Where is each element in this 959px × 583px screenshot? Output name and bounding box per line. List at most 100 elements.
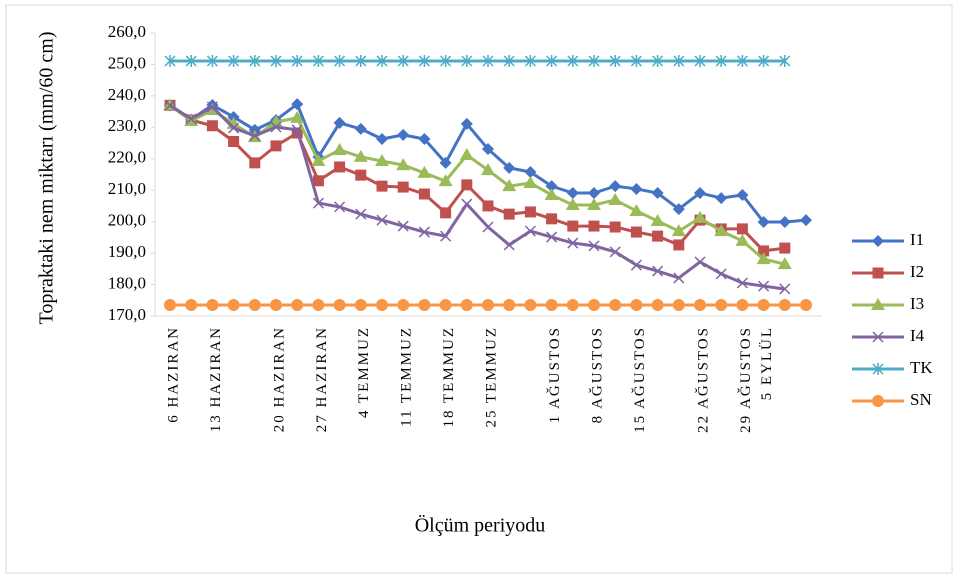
point bbox=[715, 54, 727, 67]
point bbox=[546, 54, 558, 67]
point bbox=[418, 226, 430, 238]
point bbox=[524, 165, 537, 178]
point bbox=[566, 298, 579, 311]
x-tick-label: 22 AĞUSTOS bbox=[694, 326, 711, 433]
point bbox=[482, 200, 494, 212]
point bbox=[291, 98, 304, 111]
point bbox=[609, 298, 622, 311]
point bbox=[482, 298, 494, 311]
point bbox=[757, 215, 770, 228]
point bbox=[461, 198, 473, 210]
x-tick-label: 8 AĞUSTOS bbox=[588, 326, 605, 423]
point bbox=[693, 210, 707, 223]
point bbox=[735, 233, 750, 246]
point bbox=[503, 208, 515, 220]
point bbox=[185, 298, 198, 311]
point bbox=[376, 180, 388, 192]
y-axis-title: Topraktaki nem miktarı (mm/60 cm) bbox=[36, 32, 58, 325]
point bbox=[333, 116, 346, 129]
point bbox=[311, 153, 326, 166]
point bbox=[565, 198, 580, 211]
point bbox=[736, 223, 748, 235]
point bbox=[353, 149, 368, 162]
point bbox=[758, 245, 770, 257]
point bbox=[545, 298, 558, 311]
point bbox=[206, 120, 218, 132]
point bbox=[630, 182, 643, 195]
point bbox=[800, 298, 812, 311]
point bbox=[355, 169, 367, 181]
x-tick-label: 11 TEMMUZ bbox=[399, 326, 415, 427]
legend-label: I4 bbox=[910, 326, 925, 345]
point bbox=[694, 298, 706, 311]
legend-label: SN bbox=[910, 390, 932, 409]
point bbox=[206, 54, 218, 67]
point bbox=[418, 298, 431, 311]
y-tick-label: 170,0 bbox=[108, 305, 146, 324]
point bbox=[630, 259, 642, 271]
point bbox=[650, 214, 665, 227]
point bbox=[630, 298, 643, 311]
y-tick-label: 240,0 bbox=[108, 85, 146, 104]
point bbox=[206, 298, 219, 311]
point bbox=[249, 54, 261, 67]
point bbox=[673, 239, 685, 251]
point bbox=[397, 128, 410, 141]
point bbox=[334, 161, 346, 173]
point bbox=[312, 54, 324, 67]
point bbox=[736, 54, 748, 67]
x-tick-label: 4 TEMMUZ bbox=[356, 326, 372, 418]
point bbox=[546, 231, 558, 243]
point bbox=[417, 165, 432, 178]
legend-marker bbox=[872, 395, 884, 407]
point bbox=[481, 163, 495, 176]
point bbox=[227, 298, 240, 311]
point bbox=[290, 110, 305, 123]
point bbox=[312, 298, 325, 311]
point bbox=[671, 224, 686, 237]
legend-marker bbox=[871, 298, 885, 310]
point bbox=[461, 179, 473, 191]
point bbox=[376, 132, 388, 145]
legend-label: I3 bbox=[910, 294, 924, 313]
point bbox=[524, 298, 537, 311]
y-tick-label: 260,0 bbox=[108, 22, 146, 41]
point bbox=[778, 215, 791, 228]
point bbox=[567, 54, 579, 67]
point bbox=[630, 54, 642, 67]
point bbox=[249, 130, 261, 142]
y-tick-label: 200,0 bbox=[108, 211, 146, 230]
point bbox=[758, 54, 770, 67]
point bbox=[418, 54, 430, 67]
point bbox=[588, 240, 600, 252]
chart-frame bbox=[5, 4, 953, 574]
point bbox=[482, 54, 494, 67]
point bbox=[164, 99, 176, 111]
point bbox=[587, 198, 601, 211]
point bbox=[736, 188, 749, 201]
point bbox=[460, 298, 473, 311]
point bbox=[523, 175, 538, 188]
point bbox=[629, 203, 644, 216]
point bbox=[334, 54, 346, 67]
point bbox=[503, 298, 516, 311]
point bbox=[567, 237, 579, 249]
x-tick-label: 1 AĞUSTOS bbox=[546, 326, 563, 423]
point bbox=[715, 268, 727, 280]
point bbox=[652, 265, 664, 277]
point bbox=[608, 192, 623, 205]
point bbox=[185, 113, 197, 125]
point bbox=[588, 220, 600, 232]
point bbox=[333, 298, 346, 311]
point bbox=[228, 135, 240, 147]
point bbox=[630, 226, 642, 238]
y-tick-label: 250,0 bbox=[108, 53, 146, 72]
point bbox=[418, 132, 431, 145]
y-tick-label: 210,0 bbox=[108, 179, 146, 198]
point bbox=[185, 54, 197, 67]
point bbox=[270, 121, 282, 133]
x-tick-label: 6 HAZIRAN bbox=[165, 326, 181, 423]
point bbox=[334, 201, 346, 213]
point bbox=[482, 143, 494, 156]
